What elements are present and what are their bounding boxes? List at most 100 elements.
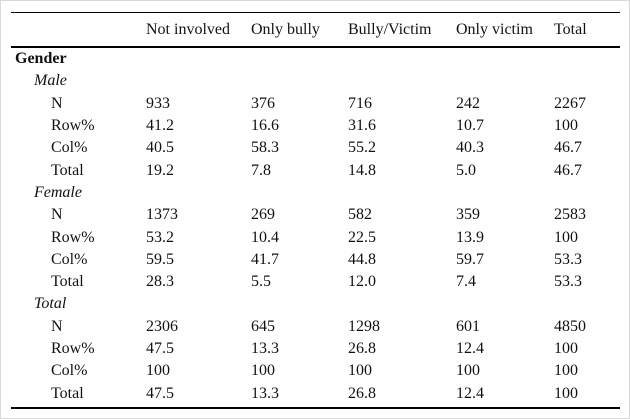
cell: 7.8 <box>251 162 271 179</box>
cell: 53.3 <box>554 251 582 268</box>
cell: 2267 <box>554 95 586 112</box>
cell: 58.3 <box>251 140 279 157</box>
cell: 100 <box>554 341 578 357</box>
cell: 28.3 <box>146 274 174 291</box>
section-row-gender: Gender <box>11 48 620 70</box>
row-label: N <box>51 207 63 224</box>
cell: 40.3 <box>456 140 484 157</box>
cell: 7.4 <box>456 274 476 291</box>
table-header-row: Not involved Only bully Bully/Victim Onl… <box>11 12 620 48</box>
cell: 12.4 <box>456 385 484 402</box>
cell: 13.3 <box>251 341 279 357</box>
table-row: Row% 41.2 16.6 31.6 10.7 100 <box>11 115 620 137</box>
cell: 2306 <box>146 318 178 335</box>
row-label: N <box>51 95 63 112</box>
cell: 100 <box>554 363 578 380</box>
cell: 59.7 <box>456 251 484 268</box>
cell: 100 <box>554 385 578 402</box>
table-row: Col% 100 100 100 100 100 <box>11 360 620 382</box>
cell: 716 <box>348 95 372 112</box>
table-row: N 933 376 716 242 2267 <box>11 93 620 115</box>
cell: 19.2 <box>146 162 174 179</box>
cell: 100 <box>146 363 170 380</box>
group-row-female: Female <box>11 182 620 204</box>
header-only-bully: Only bully <box>251 21 320 38</box>
cell: 10.7 <box>456 118 484 135</box>
cell: 359 <box>456 207 480 224</box>
table-row: Total 47.5 13.3 26.8 12.4 100 <box>11 382 620 404</box>
cell: 5.5 <box>251 274 271 291</box>
table-row: Col% 59.5 41.7 44.8 59.7 53.3 <box>11 249 620 271</box>
cell: 55.2 <box>348 140 376 157</box>
cell: 645 <box>251 318 275 335</box>
cell: 41.7 <box>251 251 279 268</box>
table-row: Total 28.3 5.5 12.0 7.4 53.3 <box>11 271 620 293</box>
cell: 100 <box>554 229 578 246</box>
row-label: Total <box>51 385 84 402</box>
header-total: Total <box>554 21 587 38</box>
group-row-male: Male <box>11 70 620 92</box>
cell: 46.7 <box>554 162 582 179</box>
cell: 4850 <box>554 318 586 335</box>
cell: 100 <box>554 118 578 135</box>
cell: 40.5 <box>146 140 174 157</box>
crosstab-table: Not involved Only bully Bully/Victim Onl… <box>11 12 620 409</box>
cell: 31.6 <box>348 118 376 135</box>
group-label: Total <box>34 296 67 313</box>
cell: 46.7 <box>554 140 582 157</box>
cell: 14.8 <box>348 162 376 179</box>
cell: 47.5 <box>146 341 174 357</box>
group-label: Female <box>34 184 82 201</box>
cell: 582 <box>348 207 372 224</box>
row-label: Col% <box>51 140 88 157</box>
row-label: Total <box>51 274 84 291</box>
header-bully-victim: Bully/Victim <box>348 21 432 38</box>
cell: 1298 <box>348 318 380 335</box>
cell: 59.5 <box>146 251 174 268</box>
table-row: N 2306 645 1298 601 4850 <box>11 316 620 338</box>
cell: 53.3 <box>554 274 582 291</box>
cell: 12.4 <box>456 341 484 357</box>
cell: 5.0 <box>456 162 476 179</box>
table-row: Col% 40.5 58.3 55.2 40.3 46.7 <box>11 137 620 159</box>
row-label: Row% <box>51 118 95 135</box>
table-row: Row% 47.5 13.3 26.8 12.4 100 <box>11 338 620 360</box>
table-row: Row% 53.2 10.4 22.5 13.9 100 <box>11 226 620 248</box>
cell: 12.0 <box>348 274 376 291</box>
header-not-involved: Not involved <box>146 21 230 38</box>
cell: 100 <box>456 363 480 380</box>
group-label: Male <box>34 73 67 90</box>
header-only-victim: Only victim <box>456 21 533 38</box>
cell: 22.5 <box>348 229 376 246</box>
cell: 41.2 <box>146 118 174 135</box>
table-row: Total 19.2 7.8 14.8 5.0 46.7 <box>11 159 620 181</box>
cell: 601 <box>456 318 480 335</box>
cell: 13.9 <box>456 229 484 246</box>
cell: 1373 <box>146 207 178 224</box>
cell: 2583 <box>554 207 586 224</box>
row-label: N <box>51 318 63 335</box>
cell: 10.4 <box>251 229 279 246</box>
cell: 44.8 <box>348 251 376 268</box>
cell: 26.8 <box>348 341 376 357</box>
section-label: Gender <box>15 51 67 68</box>
cell: 100 <box>348 363 372 380</box>
row-label: Col% <box>51 363 88 380</box>
cell: 13.3 <box>251 385 279 402</box>
cell: 933 <box>146 95 170 112</box>
cell: 376 <box>251 95 275 112</box>
cell: 26.8 <box>348 385 376 402</box>
table-row: N 1373 269 582 359 2583 <box>11 204 620 226</box>
cell: 100 <box>251 363 275 380</box>
row-label: Total <box>51 162 84 179</box>
row-label: Col% <box>51 251 88 268</box>
table-body: Gender Male N 933 376 716 242 2267 Row% … <box>11 48 620 409</box>
row-label: Row% <box>51 341 95 357</box>
cell: 16.6 <box>251 118 279 135</box>
row-label: Row% <box>51 229 95 246</box>
group-row-total: Total <box>11 293 620 315</box>
cell: 269 <box>251 207 275 224</box>
cell: 53.2 <box>146 229 174 246</box>
cell: 47.5 <box>146 385 174 402</box>
